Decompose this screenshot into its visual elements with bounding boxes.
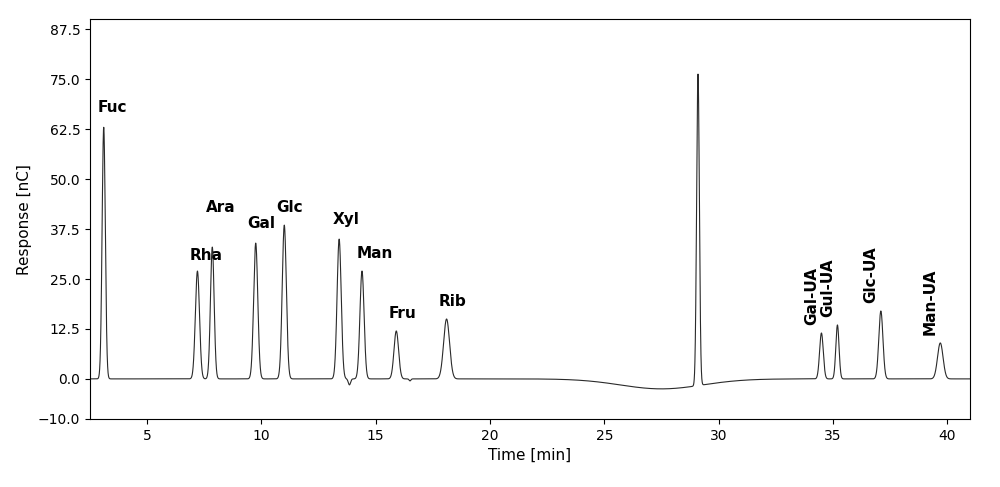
Y-axis label: Response [nC]: Response [nC] [17,164,32,275]
Text: Fuc: Fuc [98,100,128,115]
Text: Gal: Gal [248,216,276,231]
Text: Glc-UA: Glc-UA [864,246,879,303]
Text: Xyl: Xyl [332,212,359,227]
Text: Fru: Fru [388,306,416,321]
Text: Rha: Rha [189,248,222,263]
Text: Ara: Ara [205,200,235,215]
Text: Man: Man [356,246,393,261]
Text: Glc: Glc [276,200,303,215]
Text: Gul-UA: Gul-UA [820,259,835,317]
Text: Man-UA: Man-UA [923,269,938,335]
Text: Rib: Rib [439,294,466,309]
X-axis label: Time [min]: Time [min] [488,448,572,463]
Text: Gal-UA: Gal-UA [804,267,819,325]
